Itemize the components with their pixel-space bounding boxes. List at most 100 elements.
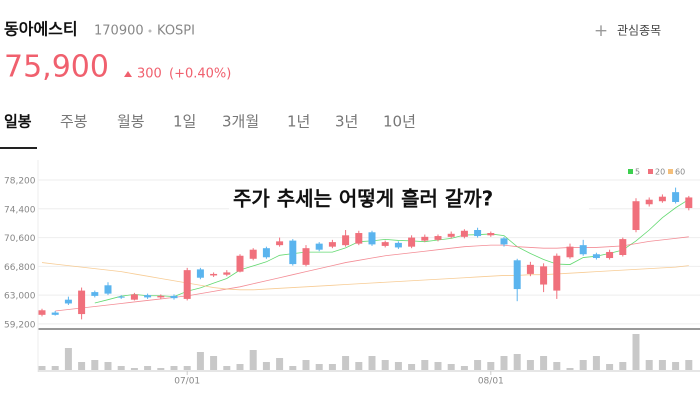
volume-bar: [685, 360, 693, 370]
volume-bar: [540, 356, 548, 370]
market: KOSPI: [157, 24, 195, 39]
volume-bar: [38, 366, 46, 370]
volume-bar: [487, 362, 495, 370]
volume-bar: [672, 362, 680, 370]
volume-bar: [606, 364, 614, 370]
volume-bar: [262, 362, 270, 370]
watch-button[interactable]: + 관심종목: [594, 21, 661, 41]
dot: [148, 29, 152, 33]
tab[interactable]: 1일: [173, 113, 196, 131]
x-tick-label: 08/01: [478, 377, 504, 387]
candle-body: [394, 242, 402, 248]
volume-bar: [592, 356, 600, 370]
tab[interactable]: 3년: [335, 113, 358, 131]
volume-bar: [394, 362, 402, 370]
candle-body: [144, 295, 152, 298]
volume-bar: [236, 364, 244, 370]
candle-body: [487, 233, 495, 236]
y-tick-label: 63,000: [4, 292, 36, 302]
candle-body: [460, 230, 468, 237]
candle-body: [658, 196, 666, 202]
candle-body: [368, 232, 376, 245]
candle-body: [606, 251, 614, 259]
candle-body: [38, 310, 46, 315]
candle-body: [619, 239, 627, 255]
tab[interactable]: 일봉: [4, 113, 32, 131]
candle-body: [355, 233, 363, 244]
candle-body: [117, 296, 125, 298]
volume-bar: [500, 356, 508, 370]
volume-bar: [658, 360, 666, 370]
ma-line: [41, 262, 689, 291]
volume-bar: [566, 368, 574, 370]
candle-body: [315, 243, 323, 250]
candle-body: [170, 295, 178, 299]
volume-bar: [632, 334, 640, 370]
volume-bar: [315, 364, 323, 370]
volume-bar: [117, 366, 125, 370]
volume-bar: [460, 366, 468, 370]
candle-body: [513, 260, 521, 290]
candle-body: [236, 255, 244, 272]
volume-bar: [421, 360, 429, 370]
volume-bar: [645, 360, 653, 370]
volume-bar: [104, 362, 112, 370]
tab[interactable]: 1년: [287, 113, 310, 131]
price: 75,900: [4, 50, 109, 85]
candle-body: [302, 248, 310, 265]
volume-bar: [157, 368, 165, 370]
volume-bar: [381, 360, 389, 370]
candle-body: [672, 192, 680, 202]
candle-body: [262, 248, 270, 258]
volume-bar: [64, 348, 72, 370]
volume-bar: [183, 366, 191, 370]
volume-bar: [447, 364, 455, 370]
change-pct: (+0.40%): [169, 67, 231, 82]
candle-body: [51, 312, 59, 315]
watch-label[interactable]: 관심종목: [617, 24, 661, 38]
y-tick-label: 74,400: [4, 205, 36, 215]
volume-bar: [513, 354, 521, 370]
candle-body: [474, 230, 482, 237]
candle-body: [91, 292, 99, 296]
volume-bar: [170, 366, 178, 370]
volume-bar: [144, 366, 152, 370]
legend-label: 5: [635, 168, 640, 177]
tab[interactable]: 10년: [383, 113, 416, 131]
volume-bar: [342, 356, 350, 370]
candle-body: [78, 290, 86, 315]
candle-body: [500, 238, 508, 245]
tab[interactable]: 주봉: [60, 113, 88, 131]
volume-bar: [368, 356, 376, 370]
candle-body: [342, 235, 350, 246]
candle-body: [579, 245, 587, 255]
volume-bar: [408, 364, 416, 370]
candle-body: [157, 295, 165, 298]
plus-icon: +: [594, 21, 608, 41]
tab[interactable]: 3개월: [222, 113, 259, 131]
candle-body: [540, 266, 548, 285]
stock-code: 170900: [94, 24, 144, 39]
candle-body: [104, 285, 112, 294]
volume-bar: [78, 362, 86, 370]
stock-name: 동아에스티: [4, 20, 78, 39]
candle-body: [183, 270, 191, 299]
candle-body: [592, 254, 600, 259]
volume-bar: [553, 362, 561, 370]
candle-body: [381, 242, 389, 246]
legend-label: 60: [675, 168, 685, 177]
candle-body: [566, 246, 574, 258]
volume-bar: [474, 360, 482, 370]
candle-body: [196, 269, 204, 278]
candle-body: [276, 241, 284, 246]
volume-bar: [328, 364, 336, 370]
candle-body: [685, 197, 693, 209]
volume-bar: [302, 360, 310, 370]
candle-body: [447, 233, 455, 237]
candle-body: [249, 249, 257, 259]
candle-body: [553, 255, 561, 291]
candle-body: [64, 299, 72, 304]
chart-title: 주가 추세는 어떻게 흘러 갈까?: [233, 187, 493, 211]
tab[interactable]: 월봉: [117, 113, 145, 131]
candle-body: [632, 201, 640, 231]
